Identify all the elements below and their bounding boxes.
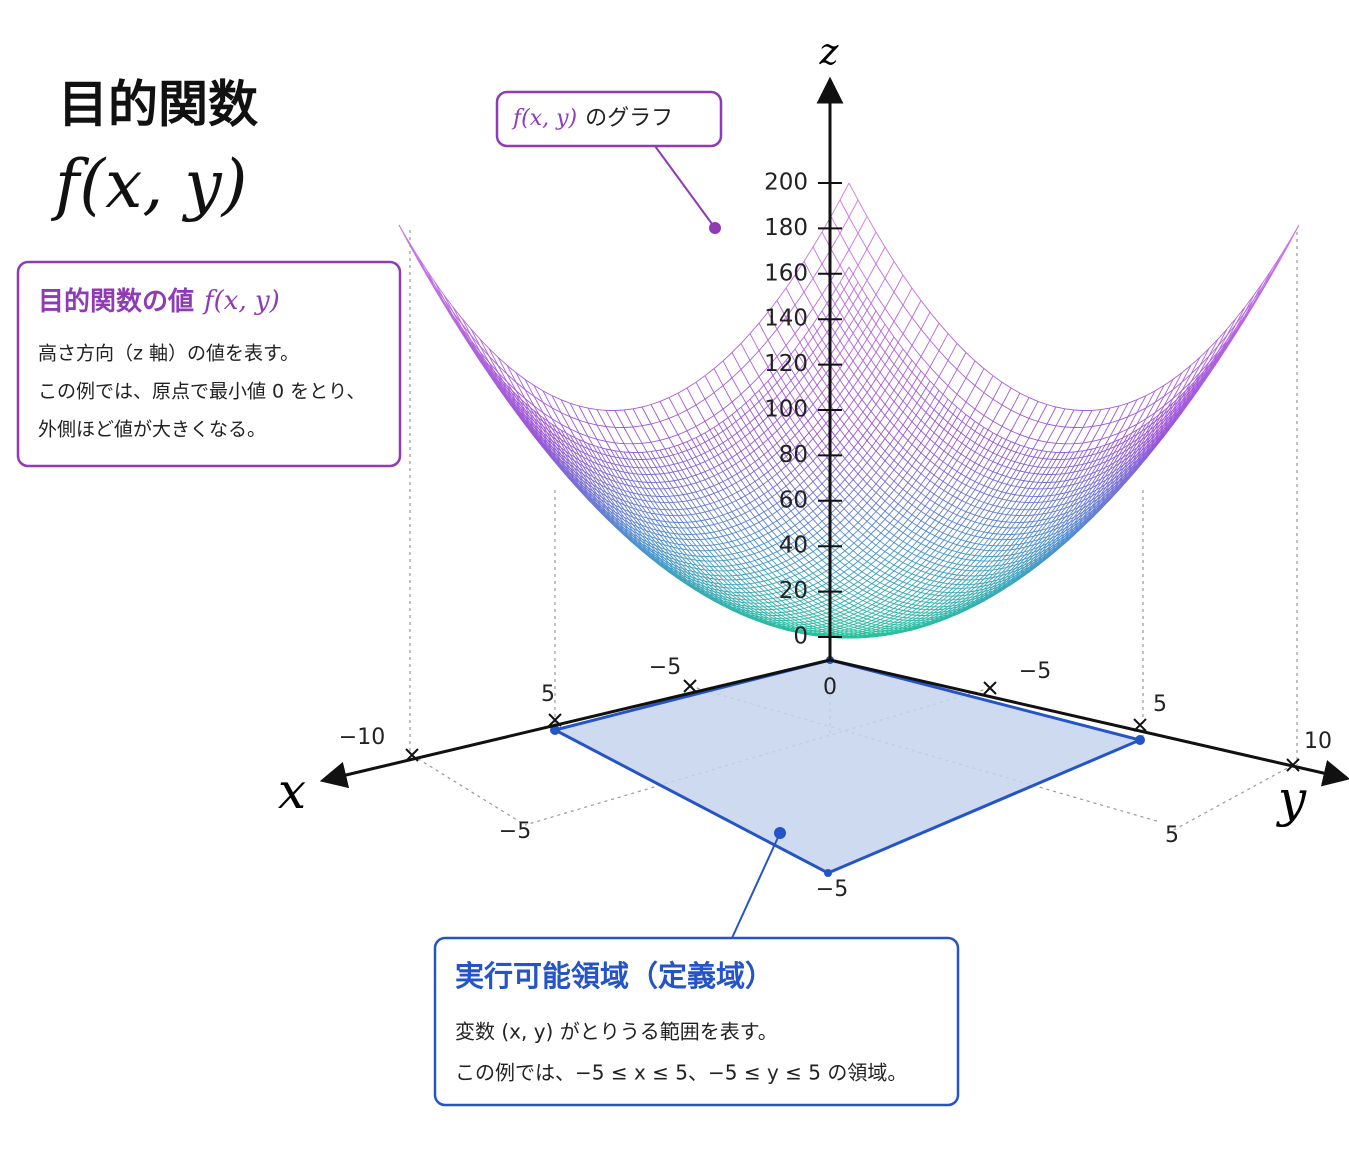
mesh-line [425,231,877,460]
mesh-line [623,409,1075,638]
mesh-line [722,379,1174,608]
mesh-line [560,399,1012,628]
mesh-line [704,390,1156,619]
mesh-line [524,379,976,608]
z-tick-label: 120 [764,351,808,377]
z-tick-label: 40 [779,533,808,559]
mesh-line [578,405,1030,634]
floor-label: −5 [1019,659,1051,684]
feasible-line: 変数 (x, y) がとりうる範囲を表す。 [455,1020,778,1044]
z-tick-label: 20 [779,578,808,604]
mesh-line [659,407,1111,637]
heading-formula: f(x, y) [202,286,280,316]
mesh-line [668,405,1120,634]
floor-label: 5 [541,682,555,707]
objective-box [16,260,402,468]
y-axis-label: y [1276,770,1307,828]
floor-label: 5 [1165,823,1179,848]
mesh-line [650,409,1102,638]
z-tick-label: 180 [764,215,808,241]
mesh-line [731,372,1183,601]
floor-label: −5 [649,655,681,680]
objective-line: 高さ方向（z 軸）の値を表す。 [38,343,299,365]
surface-mesh [398,182,1300,639]
z-tick-label: 160 [764,260,808,286]
mesh-line [569,402,1021,632]
region-leader [731,832,781,939]
objective-line: この例では、原点で最小値 0 をとり、 [38,381,365,403]
floor-label: 0 [823,675,837,700]
floor-label: 10 [1304,729,1332,754]
feasible-heading: 実行可能領域（定義域） [455,959,774,993]
mesh-line [794,306,1246,535]
floor-label: −5 [816,877,848,902]
feasible-line: この例では、−5 ≤ x ≤ 5、−5 ≤ y ≤ 5 の領域。 [455,1061,907,1085]
feasible-box [433,936,960,1107]
mesh-line [416,254,868,483]
feasible-region [550,658,1145,875]
mesh-line [443,294,895,523]
objective-heading: 目的関数の値 f(x, y) [38,286,280,317]
mesh-line [506,364,958,594]
callout-formula: f(x, y) [511,106,577,131]
mesh-line [740,364,1192,594]
z-tick-label: 0 [793,624,808,650]
mesh-line [848,224,1300,453]
callout-text: のグラフ [585,106,673,131]
mesh-line [407,240,859,469]
mesh-line [803,261,1255,490]
mesh-line [677,402,1129,632]
graph-callout: f(x, y) のグラフ [511,106,673,131]
mesh-line [776,328,1228,557]
z-tick-label: 80 [779,442,808,468]
z-tick-label: 60 [779,487,808,513]
floor-label: 5 [1153,692,1167,717]
region-dot [774,827,786,839]
callout-leader [654,145,716,229]
floor-label: −5 [499,819,531,844]
graph-callout-box [495,90,723,148]
mesh-line [812,282,1264,511]
title: 目的関数 [58,76,258,134]
z-tick-label: 100 [764,397,808,423]
axes [319,76,1349,789]
heading-text: 目的関数の値 [38,286,194,317]
mesh-line [830,216,1282,445]
x-axis-label: x [278,762,306,820]
mesh-line [434,282,886,511]
mesh-line [839,240,1291,469]
callout-dot [709,222,721,234]
mesh-line [821,231,1273,460]
tick-crosses [405,679,1300,772]
mesh-line [551,395,1003,624]
mesh-line [515,372,967,601]
mesh-line [533,385,985,614]
mesh-line [803,294,1255,523]
z-tick-label: 140 [764,306,808,332]
mesh-line [398,224,850,453]
mesh-line [542,390,994,619]
mesh-line [587,407,1039,637]
floor-label: −10 [339,725,385,750]
mesh-line [470,328,922,557]
mesh-line [695,395,1147,624]
title-formula: f(x, y) [50,146,247,223]
z-axis-label: z [819,32,840,73]
mesh-line [641,410,1093,639]
mesh-line [785,318,1237,547]
mesh-line [425,268,877,497]
mesh-line [713,385,1165,614]
mesh-line [830,254,1282,483]
mesh-line [497,356,949,586]
mesh-line [686,399,1138,628]
objective-line: 外側ほど値が大きくなる。 [38,419,266,441]
z-tick-label: 200 [764,170,808,196]
mesh-line [461,318,913,547]
mesh-line [749,356,1201,586]
mesh-line [848,182,1300,411]
mesh-line [821,268,1273,497]
